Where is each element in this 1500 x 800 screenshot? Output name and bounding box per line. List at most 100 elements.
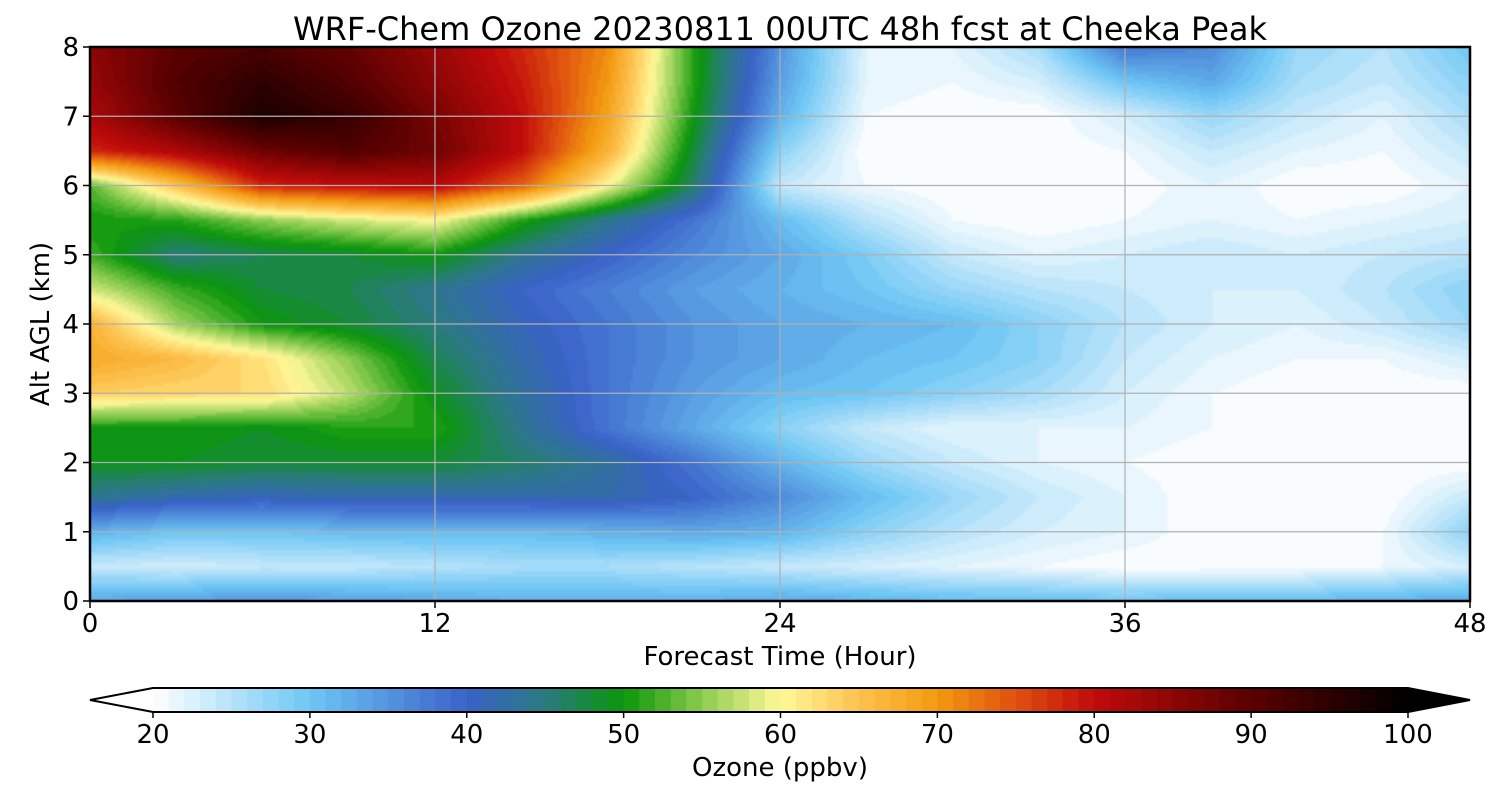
- x-tick-label: 24: [763, 609, 796, 639]
- y-axis-ticks: 0 1 2 3 4 5 6 7 8: [62, 33, 90, 617]
- colorbar-bin: [670, 688, 687, 712]
- colorbar-bin: [858, 688, 876, 712]
- colorbar-bin: [513, 688, 531, 712]
- y-axis-label: Alt AGL (km): [26, 242, 56, 406]
- y-tick-label: 3: [62, 379, 79, 409]
- colorbar-bin: [811, 688, 829, 712]
- colorbar-tick-label: 50: [607, 720, 640, 750]
- x-tick-label: 12: [418, 609, 451, 639]
- colorbar-bin: [419, 688, 436, 712]
- colorbar-bin: [733, 688, 750, 712]
- colorbar-bin: [968, 688, 986, 712]
- y-tick-label: 8: [62, 33, 79, 63]
- colorbar-bin: [545, 688, 562, 712]
- colorbar-tick-label: 90: [1235, 720, 1268, 750]
- colorbar-bin: [404, 688, 421, 712]
- colorbar-bin: [1282, 688, 1299, 712]
- colorbar-bin: [1235, 688, 1252, 712]
- colorbar-bin: [764, 688, 782, 712]
- colorbar-bin: [168, 688, 185, 712]
- colorbar-bin: [1313, 688, 1331, 712]
- colorbar-tick-label: 100: [1383, 720, 1433, 750]
- y-tick-label: 0: [62, 587, 79, 617]
- y-tick-label: 1: [62, 518, 79, 548]
- colorbar-bin: [451, 688, 468, 712]
- colorbar-bin: [1157, 688, 1174, 712]
- x-axis-ticks: 0 12 24 36 48: [82, 601, 1487, 639]
- colorbar-bin: [262, 688, 280, 712]
- x-tick-label: 0: [82, 609, 99, 639]
- colorbar-bin: [702, 688, 719, 712]
- y-tick-label: 7: [62, 102, 79, 132]
- colorbar-bin: [607, 688, 625, 712]
- grid-lines: [90, 47, 1470, 601]
- colorbar-bin: [1015, 688, 1033, 712]
- colorbar-bin: [1360, 688, 1378, 712]
- colorbar-bin: [937, 688, 954, 712]
- colorbar-bin: [466, 688, 484, 712]
- colorbar-tick-label: 60: [764, 720, 797, 750]
- colorbar-bin: [200, 688, 217, 712]
- colorbar-bin: [639, 688, 656, 712]
- colorbar-bin: [560, 688, 578, 712]
- colorbar-bin: [921, 688, 938, 712]
- colorbar-bin: [686, 688, 703, 712]
- colorbar-bin: [294, 688, 311, 712]
- colorbar-bin: [1298, 688, 1315, 712]
- y-tick-label: 5: [62, 241, 79, 271]
- colorbar-bin: [890, 688, 907, 712]
- colorbar-bin: [827, 688, 844, 712]
- colorbar-bin: [1345, 688, 1362, 712]
- colorbar: 20 30 40 50 60 70 80 90 100: [89, 687, 1471, 750]
- colorbar-bin: [576, 688, 593, 712]
- colorbar-tick-label: 40: [450, 720, 483, 750]
- colorbar-bin: [655, 688, 672, 712]
- colorbar-bin: [341, 688, 358, 712]
- colorbar-bin: [1376, 688, 1393, 712]
- colorbar-bin: [1109, 688, 1127, 712]
- colorbar-bin: [356, 688, 374, 712]
- colorbar-bin: [435, 688, 452, 712]
- colorbar-bin: [1000, 688, 1017, 712]
- colorbar-bin: [1047, 688, 1064, 712]
- colorbar-bin: [1329, 688, 1346, 712]
- colorbar-bin: [623, 688, 640, 712]
- x-tick-label: 36: [1108, 609, 1141, 639]
- x-axis-label: Forecast Time (Hour): [643, 642, 916, 672]
- colorbar-bin: [247, 688, 264, 712]
- colorbar-bin: [592, 688, 609, 712]
- colorbar-bin: [1172, 688, 1189, 712]
- colorbar-bin: [388, 688, 405, 712]
- colorbar-bin: [780, 688, 797, 712]
- colorbar-tick-label: 20: [136, 720, 169, 750]
- colorbar-tick-label: 30: [293, 720, 326, 750]
- colorbar-tick-label: 80: [1078, 720, 1111, 750]
- colorbar-extend-min: [90, 688, 153, 712]
- colorbar-bin: [529, 688, 546, 712]
- colorbar-bin: [843, 688, 860, 712]
- colorbar-bin: [231, 688, 248, 712]
- colorbar-bin: [1204, 688, 1221, 712]
- colorbar-bin: [372, 688, 389, 712]
- colorbar-bin: [1094, 688, 1111, 712]
- colorbar-bin: [953, 688, 970, 712]
- colorbar-bin: [278, 688, 295, 712]
- colorbar-label: Ozone (ppbv): [692, 753, 868, 783]
- colorbar-extend-max: [1408, 688, 1470, 712]
- colorbar-bin: [1141, 688, 1158, 712]
- colorbar-bin: [1392, 688, 1409, 712]
- colorbar-bin: [498, 688, 515, 712]
- y-tick-label: 6: [62, 172, 79, 202]
- colorbar-bin: [874, 688, 891, 712]
- colorbar-bin: [984, 688, 1001, 712]
- colorbar-bin: [482, 688, 499, 712]
- colorbar-tick-label: 70: [921, 720, 954, 750]
- colorbar-bin: [1219, 688, 1237, 712]
- colorbar-bin: [906, 688, 923, 712]
- x-tick-label: 48: [1453, 609, 1486, 639]
- colorbar-bin: [153, 688, 170, 712]
- colorbar-bin: [1078, 688, 1095, 712]
- colorbar-bin: [749, 688, 766, 712]
- colorbar-bin: [1188, 688, 1205, 712]
- colorbar-bin: [1031, 688, 1048, 712]
